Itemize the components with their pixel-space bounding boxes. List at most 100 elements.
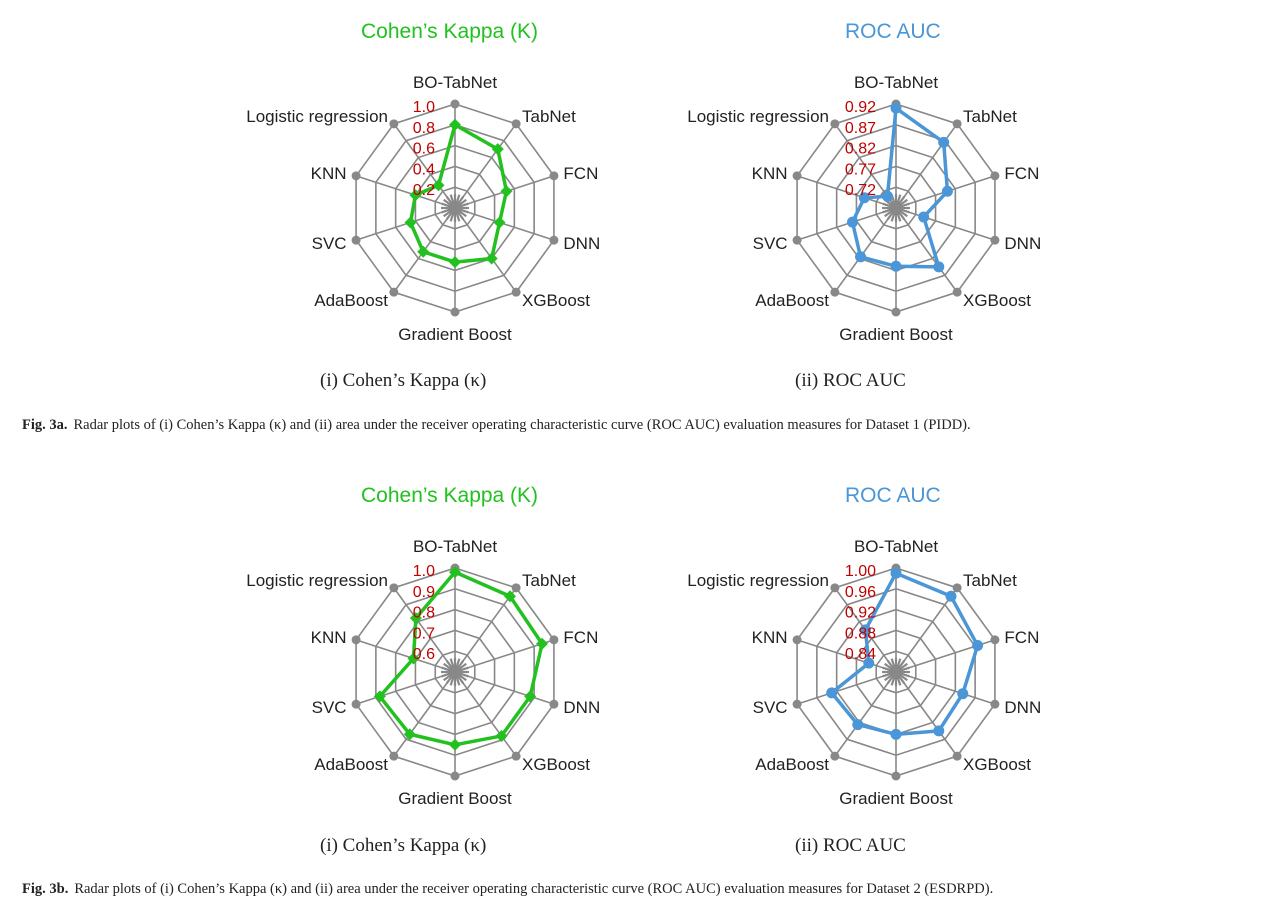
figure-caption-text: Radar plots of (i) Cohen’s Kappa (κ) and… xyxy=(74,881,994,897)
radar-chart-auc-pidd: BO-TabNet TabNet FCN DNN XGBoost Gradient Boo… xyxy=(687,73,1041,344)
tick-label: 0.2 xyxy=(413,182,435,199)
axis-end-dot xyxy=(511,119,521,129)
data-point xyxy=(826,687,838,699)
axis-label: BO-TabNet xyxy=(854,73,938,92)
axis-label: TabNet xyxy=(522,571,576,590)
data-point xyxy=(536,637,549,650)
axis-end-dot xyxy=(792,171,802,181)
data-point xyxy=(945,590,957,602)
axis-end-dot xyxy=(351,635,361,645)
axis-label: Logistic regression xyxy=(687,571,829,590)
subcaption: (i) Cohen’s Kappa (κ) xyxy=(320,835,487,856)
axis-label: XGBoost xyxy=(522,755,590,774)
axis-label: DNN xyxy=(1004,698,1041,717)
figure-caption-label: Fig. 3a. xyxy=(22,417,68,433)
axis-label: Gradient Boost xyxy=(839,789,953,808)
axis-label: DNN xyxy=(1004,234,1041,253)
grid-spoke xyxy=(393,123,456,209)
axis-end-dot xyxy=(549,235,559,245)
subcaption: (i) Cohen’s Kappa (κ) xyxy=(320,370,487,391)
chart-title: Cohen’s Kappa (K) xyxy=(361,484,539,507)
grid-spoke xyxy=(454,123,517,209)
axis-end-dot xyxy=(389,287,399,297)
axis-label: SVC xyxy=(753,234,788,253)
grid-spoke xyxy=(895,123,958,209)
tick-label: 0.72 xyxy=(845,182,876,199)
data-point xyxy=(493,216,506,229)
axis-end-dot xyxy=(952,119,962,129)
data-point xyxy=(933,261,945,273)
axis-end-dot xyxy=(952,287,962,297)
data-point xyxy=(500,185,513,198)
axis-end-dot xyxy=(990,235,1000,245)
axis-label: KNN xyxy=(311,628,347,647)
axis-end-dot xyxy=(351,171,361,181)
axis-end-dot xyxy=(830,751,840,761)
axis-label: SVC xyxy=(753,698,788,717)
data-point xyxy=(938,136,950,148)
axis-label: FCN xyxy=(563,628,598,647)
series-line xyxy=(378,570,544,747)
axis-end-dot xyxy=(511,751,521,761)
axis-label: BO-TabNet xyxy=(413,537,497,556)
data-point xyxy=(485,252,498,265)
data-point xyxy=(890,728,902,740)
grid-spoke xyxy=(355,671,456,705)
axis-end-dot xyxy=(511,583,521,593)
data-point xyxy=(404,216,417,229)
axis-end-dot xyxy=(549,635,559,645)
data-point xyxy=(403,728,416,741)
data-point xyxy=(449,118,461,131)
axis-end-dot xyxy=(830,583,840,593)
axis-end-dot xyxy=(389,119,399,129)
data-point xyxy=(890,102,902,114)
data-point xyxy=(890,260,902,272)
axis-end-dot xyxy=(351,699,361,709)
axis-end-dot xyxy=(549,699,559,709)
data-point xyxy=(449,566,461,579)
grid-ring xyxy=(414,629,496,715)
data-point xyxy=(858,192,870,204)
data-point xyxy=(495,729,508,742)
figure-caption-text: Radar plots of (i) Cohen’s Kappa (κ) and… xyxy=(73,417,971,433)
tick-label: 0.87 xyxy=(845,120,876,137)
data-point xyxy=(524,690,537,703)
grid-spoke xyxy=(834,671,897,757)
grid-ring xyxy=(375,587,535,757)
data-point xyxy=(846,216,858,228)
data-point xyxy=(941,185,953,197)
axis-end-dot xyxy=(792,635,802,645)
axis-label: AdaBoost xyxy=(755,291,829,310)
data-point xyxy=(972,639,984,651)
grid-spoke xyxy=(393,587,456,673)
axis-label: KNN xyxy=(752,628,788,647)
center-spike xyxy=(895,666,910,674)
data-point xyxy=(957,688,969,700)
axis-label: FCN xyxy=(1004,628,1039,647)
data-point xyxy=(409,189,422,202)
grid-spoke xyxy=(454,671,555,705)
grid-spoke xyxy=(796,671,897,705)
tick-label: 1.0 xyxy=(413,99,435,116)
tick-label: 1.0 xyxy=(413,563,435,580)
data-point xyxy=(890,567,902,579)
axis-label: DNN xyxy=(563,698,600,717)
data-point xyxy=(373,690,386,703)
axis-end-dot xyxy=(990,699,1000,709)
grid-spoke xyxy=(355,639,456,673)
axis-label: Logistic regression xyxy=(246,107,388,126)
tick-label: 0.92 xyxy=(845,99,876,116)
axis-end-dot xyxy=(351,235,361,245)
grid-spoke xyxy=(796,175,897,209)
axis-end-dot xyxy=(450,307,460,317)
axis-label: BO-TabNet xyxy=(854,537,938,556)
figure-caption: Fig. 3b. Radar plots of (i) Cohen’s Kappa… xyxy=(22,881,993,898)
axis-end-dot xyxy=(450,99,460,109)
grid-ring xyxy=(394,144,516,272)
tick-label: 0.92 xyxy=(845,605,876,622)
tick-label: 0.96 xyxy=(845,584,876,601)
grid-ring xyxy=(375,123,535,293)
tick-label: 0.9 xyxy=(413,584,435,601)
axis-label: Gradient Boost xyxy=(398,789,512,808)
data-point xyxy=(881,190,893,202)
